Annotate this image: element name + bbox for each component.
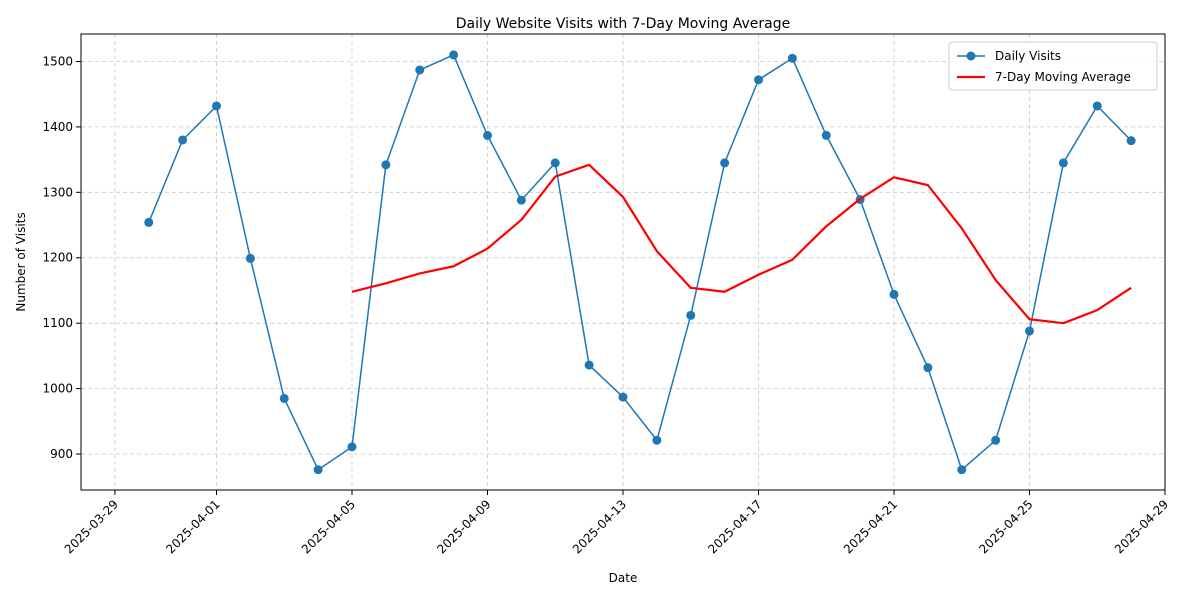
plot-series [144,50,1136,475]
y-axis: 900 1000 1100 1200 1300 1400 1500 [42,54,81,461]
legend-moving-average-label: 7-Day Moving Average [995,70,1131,84]
data-point [1058,158,1068,168]
series-line [148,54,1132,471]
data-point [178,135,188,145]
legend: Daily Visits 7-Day Moving Average [948,41,1158,91]
data-point [686,310,696,320]
data-point [415,65,425,75]
data-point [957,465,967,475]
data-point [584,360,594,370]
x-axis-title: Date [609,571,638,585]
data-point [381,160,391,170]
data-point [720,158,730,168]
data-point [550,158,560,168]
data-point [313,465,323,475]
data-point [483,130,492,140]
data-point [754,75,763,85]
y-tick-label: 1000 [42,382,73,396]
y-tick-label: 1500 [42,54,73,68]
data-point [923,363,933,373]
series-moving-average [351,163,1132,325]
chart-title: Daily Website Visits with 7-Day Moving A… [456,16,790,32]
data-point [347,442,357,452]
legend-box [948,41,1158,91]
data-point [144,217,154,227]
y-axis-title: Number of Visits [14,212,28,311]
y-tick-label: 1100 [42,316,73,330]
data-point [889,289,899,299]
data-point [1126,136,1136,146]
data-point [449,50,459,60]
y-tick-label: 1300 [42,185,73,199]
y-tick-label: 900 [50,447,73,461]
data-point [1025,326,1034,336]
data-point [245,253,255,263]
legend-daily-marker [966,51,976,61]
y-tick-label: 1200 [42,251,73,265]
data-point [821,130,831,140]
data-point [516,195,526,205]
y-tick-label: 1400 [42,120,73,134]
series-line [351,163,1132,325]
data-point [787,53,797,63]
data-point [212,101,221,111]
data-point [279,393,289,403]
data-point [1092,101,1102,111]
data-point [991,435,1001,445]
data-point [618,392,628,402]
legend-daily-label: Daily Visits [995,49,1061,63]
data-point [652,435,662,445]
